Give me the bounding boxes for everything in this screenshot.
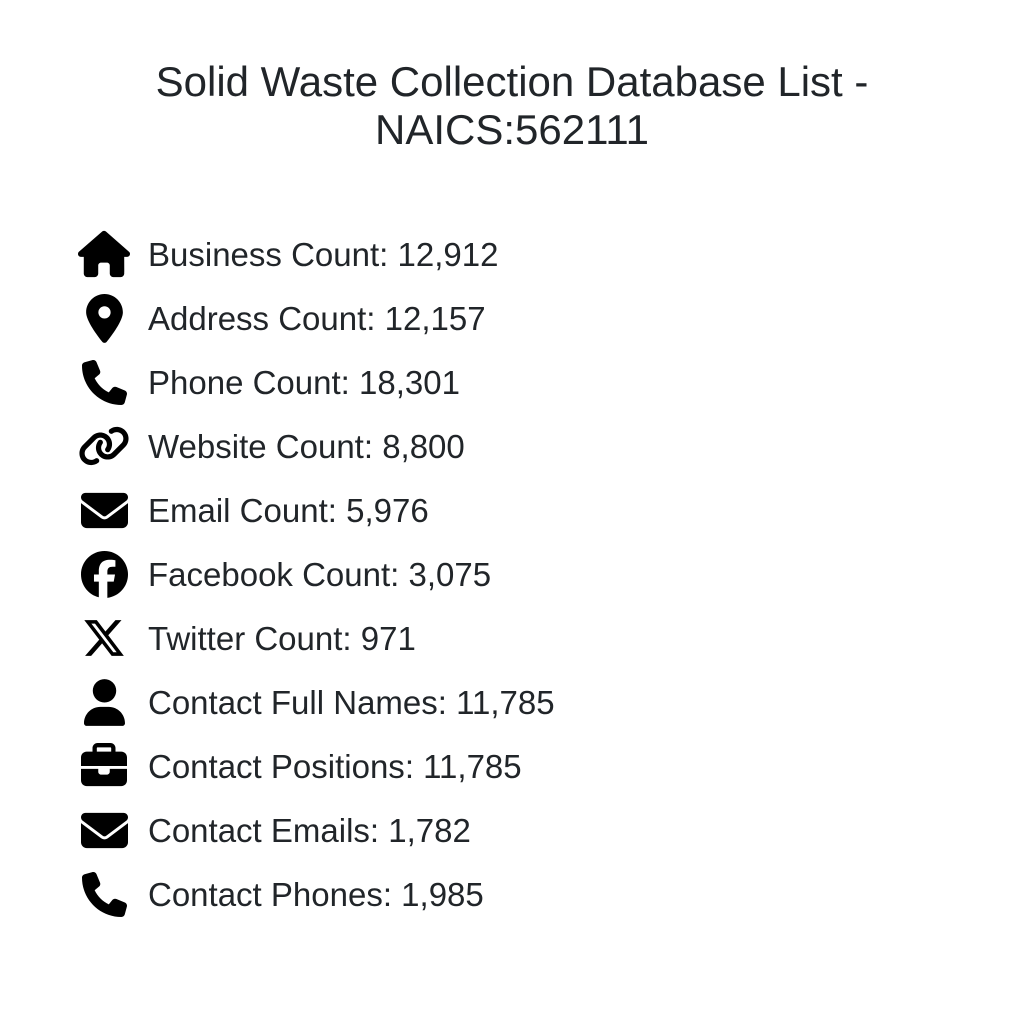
stat-value: 11,785 xyxy=(456,683,555,721)
stat-label: Address Count xyxy=(148,299,367,337)
stat-label: Contact Emails xyxy=(148,811,370,849)
stat-value: 971 xyxy=(360,619,416,657)
stat-separator: : xyxy=(369,811,389,849)
stat-text: Contact Emails: 1,782 xyxy=(148,814,471,847)
stat-text: Email Count: 5,976 xyxy=(148,494,429,527)
stat-value: 1,782 xyxy=(388,811,471,849)
stat-text: Website Count: 8,800 xyxy=(148,430,465,463)
stat-value: 1,985 xyxy=(401,875,484,913)
stat-item: Business Count: 12,912 xyxy=(78,222,1024,286)
stat-item: Address Count: 12,157 xyxy=(78,286,1024,350)
stat-text: Business Count: 12,912 xyxy=(148,238,498,271)
stat-value: 12,157 xyxy=(384,299,486,337)
stat-item: Facebook Count: 3,075 xyxy=(78,542,1024,606)
envelope-icon xyxy=(78,487,130,534)
stat-item: Contact Emails: 1,782 xyxy=(78,798,1024,862)
phone-icon xyxy=(78,871,130,917)
stat-separator: : xyxy=(404,747,424,785)
stat-item: Twitter Count: 971 xyxy=(78,606,1024,670)
stat-separator: : xyxy=(382,875,402,913)
stat-value: 3,075 xyxy=(408,555,492,593)
stat-text: Facebook Count: 3,075 xyxy=(148,558,491,591)
stat-label: Contact Positions xyxy=(148,747,405,785)
stat-text: Contact Positions: 11,785 xyxy=(148,750,522,783)
stat-value: 5,976 xyxy=(346,491,429,529)
stat-label: Facebook Count xyxy=(148,555,391,593)
facebook-icon xyxy=(78,550,130,598)
home-icon xyxy=(78,230,130,278)
link-icon xyxy=(78,425,130,467)
stat-separator: : xyxy=(390,555,409,593)
stat-separator: : xyxy=(437,683,457,721)
stat-separator: : xyxy=(342,619,361,657)
page-title: Solid Waste Collection Database List - N… xyxy=(155,58,869,153)
stat-text: Contact Phones: 1,985 xyxy=(148,878,484,911)
stat-label: Business Count xyxy=(148,235,380,273)
stats-list: Business Count: 12,912 Address Count: 12… xyxy=(78,222,1024,926)
briefcase-icon xyxy=(78,743,130,789)
envelope-icon xyxy=(78,807,130,854)
stat-item: Contact Phones: 1,985 xyxy=(78,862,1024,926)
page: Solid Waste Collection Database List - N… xyxy=(0,58,1024,926)
stat-label: Twitter Count xyxy=(148,619,343,657)
stat-item: Contact Full Names: 11,785 xyxy=(78,670,1024,734)
stat-item: Email Count: 5,976 xyxy=(78,478,1024,542)
stat-value: 8,800 xyxy=(382,427,465,465)
phone-icon xyxy=(78,359,130,405)
user-icon xyxy=(78,678,130,726)
stat-separator: : xyxy=(366,299,385,337)
stat-label: Email Count xyxy=(148,491,328,529)
stat-separator: : xyxy=(327,491,347,529)
stat-value: 18,301 xyxy=(359,363,460,401)
location-pin-icon xyxy=(78,293,130,343)
stat-label: Contact Phones xyxy=(148,875,383,913)
stat-separator: : xyxy=(363,427,383,465)
stat-label: Contact Full Names xyxy=(148,683,438,721)
stat-separator: : xyxy=(379,235,398,273)
stat-value: 12,912 xyxy=(397,235,499,273)
stat-item: Phone Count: 18,301 xyxy=(78,350,1024,414)
stat-text: Address Count: 12,157 xyxy=(148,302,486,335)
x-twitter-icon xyxy=(78,616,130,660)
stat-text: Contact Full Names: 11,785 xyxy=(148,686,555,719)
stat-text: Phone Count: 18,301 xyxy=(148,366,460,399)
stat-text: Twitter Count: 971 xyxy=(148,622,416,655)
stat-item: Contact Positions: 11,785 xyxy=(78,734,1024,798)
stat-separator: : xyxy=(340,363,359,401)
stat-value: 11,785 xyxy=(423,747,522,785)
stat-item: Website Count: 8,800 xyxy=(78,414,1024,478)
stat-label: Website Count xyxy=(148,427,364,465)
stat-label: Phone Count xyxy=(148,363,341,401)
